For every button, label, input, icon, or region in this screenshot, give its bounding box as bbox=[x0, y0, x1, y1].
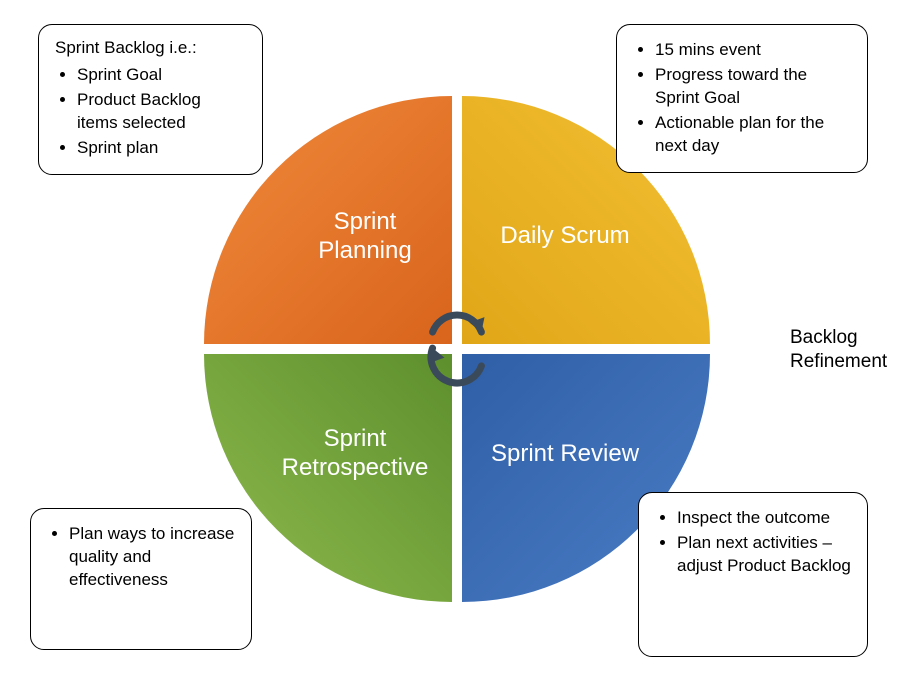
box-list: Plan ways to increase quality and effect… bbox=[47, 523, 235, 592]
list-item: Product Backlog items selected bbox=[77, 89, 246, 135]
box-heading: Sprint Backlog i.e.: bbox=[55, 37, 246, 60]
list-item: Progress toward the Sprint Goal bbox=[655, 64, 851, 110]
list-item: Actionable plan for the next day bbox=[655, 112, 851, 158]
box-sprint-retrospective: Plan ways to increase quality and effect… bbox=[30, 508, 252, 650]
list-item: Sprint Goal bbox=[77, 64, 246, 87]
cycle-arrows-icon bbox=[429, 315, 484, 383]
box-sprint-review: Inspect the outcome Plan next activities… bbox=[638, 492, 868, 657]
side-label-line: Backlog bbox=[790, 327, 858, 348]
backlog-refinement-label: Backlog Refinement bbox=[790, 326, 887, 374]
list-item: Plan ways to increase quality and effect… bbox=[69, 523, 235, 592]
side-label-line: Refinement bbox=[790, 351, 887, 372]
list-item: 15 mins event bbox=[655, 39, 851, 62]
box-sprint-planning: Sprint Backlog i.e.: Sprint Goal Product… bbox=[38, 24, 263, 175]
list-item: Plan next activities – adjust Product Ba… bbox=[677, 532, 851, 578]
list-item: Inspect the outcome bbox=[677, 507, 851, 530]
list-item: Sprint plan bbox=[77, 137, 246, 160]
diagram-stage: Sprint Planning Daily Scrum Sprint Revie… bbox=[0, 0, 914, 692]
box-list: Sprint Goal Product Backlog items select… bbox=[55, 64, 246, 160]
box-daily-scrum: 15 mins event Progress toward the Sprint… bbox=[616, 24, 868, 173]
box-list: 15 mins event Progress toward the Sprint… bbox=[633, 39, 851, 158]
box-list: Inspect the outcome Plan next activities… bbox=[655, 507, 851, 578]
